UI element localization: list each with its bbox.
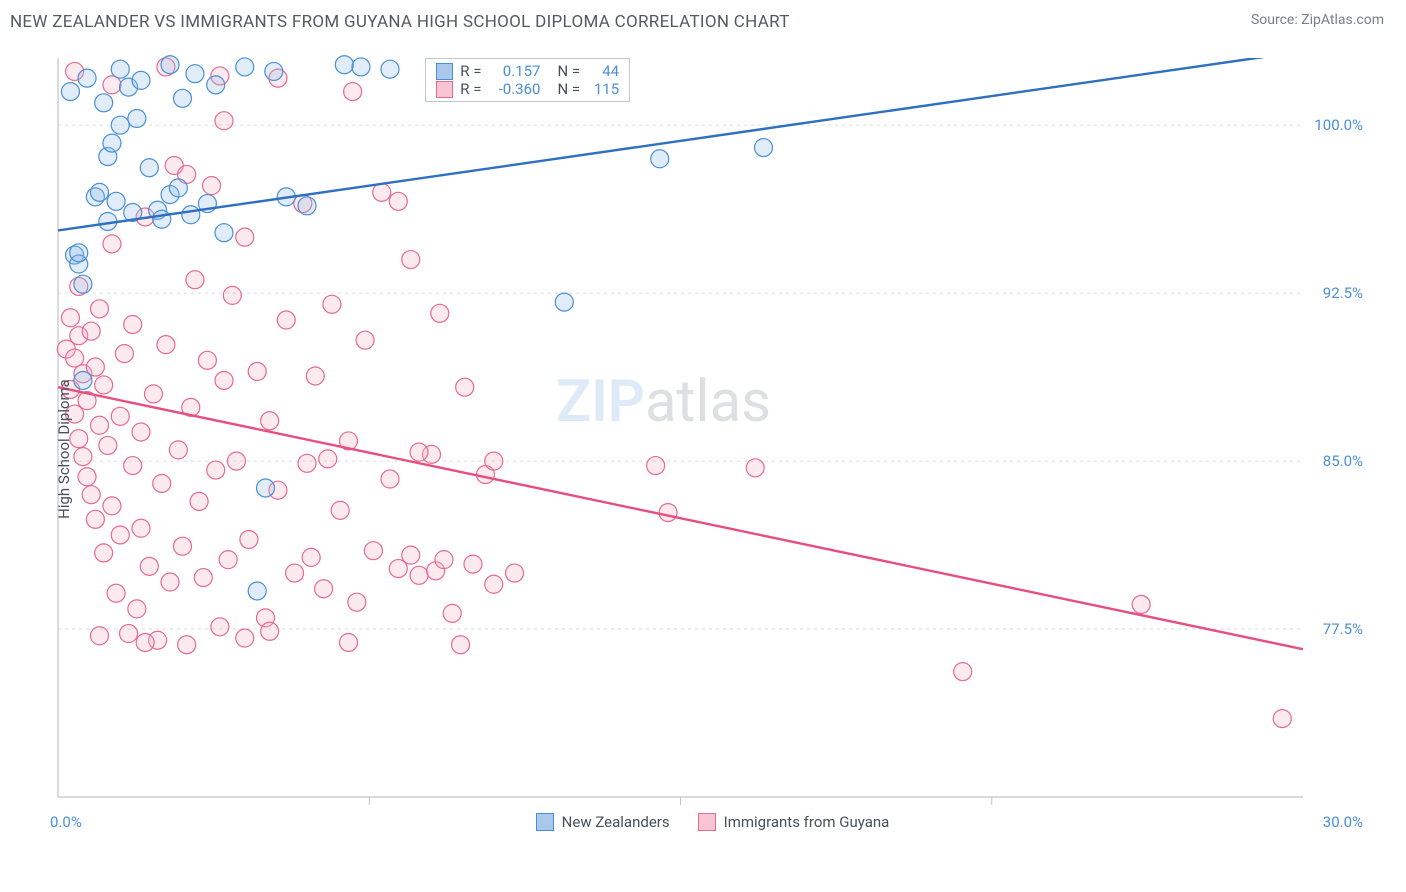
y-axis-label: High School Diploma xyxy=(55,379,73,519)
x-axis-legend: New Zealanders Immigrants from Guyana xyxy=(50,813,1375,831)
legend-swatch-a xyxy=(536,813,554,831)
source-label: Source: ZipAtlas.com xyxy=(1251,12,1384,28)
chart-container: High School Diploma 0.0% 30.0% New Zeala… xyxy=(50,52,1375,827)
legend-item-b: Immigrants from Guyana xyxy=(698,813,890,831)
stats-r-value-a: 0.157 xyxy=(488,62,540,80)
stats-n-label-b: N = xyxy=(557,80,580,98)
y-tick-label: 92.5% xyxy=(1323,284,1375,302)
page-title: NEW ZEALANDER VS IMMIGRANTS FROM GUYANA … xyxy=(10,12,790,32)
stats-n-value-b: 115 xyxy=(587,80,619,98)
scatter-chart xyxy=(50,52,1375,827)
legend-label-b: Immigrants from Guyana xyxy=(724,813,890,831)
y-tick-label: 85.0% xyxy=(1323,452,1375,470)
stats-box: R = 0.157 N = 44 R = -0.360 N = 115 xyxy=(425,58,630,102)
y-tick-label: 100.0% xyxy=(1314,116,1375,134)
legend-item-a: New Zealanders xyxy=(536,813,670,831)
stats-row-b: R = -0.360 N = 115 xyxy=(436,80,619,98)
y-tick-label: 77.5% xyxy=(1323,620,1375,638)
stats-swatch-b xyxy=(436,81,453,98)
stats-r-label-b: R = xyxy=(460,80,481,98)
stats-r-value-b: -0.360 xyxy=(488,80,540,98)
stats-n-value-a: 44 xyxy=(587,62,619,80)
legend-swatch-b xyxy=(698,813,716,831)
stats-swatch-a xyxy=(436,63,453,80)
stats-row-a: R = 0.157 N = 44 xyxy=(436,62,619,80)
stats-n-label-a: N = xyxy=(557,62,580,80)
legend-label-a: New Zealanders xyxy=(562,813,670,831)
stats-r-label-a: R = xyxy=(460,62,481,80)
